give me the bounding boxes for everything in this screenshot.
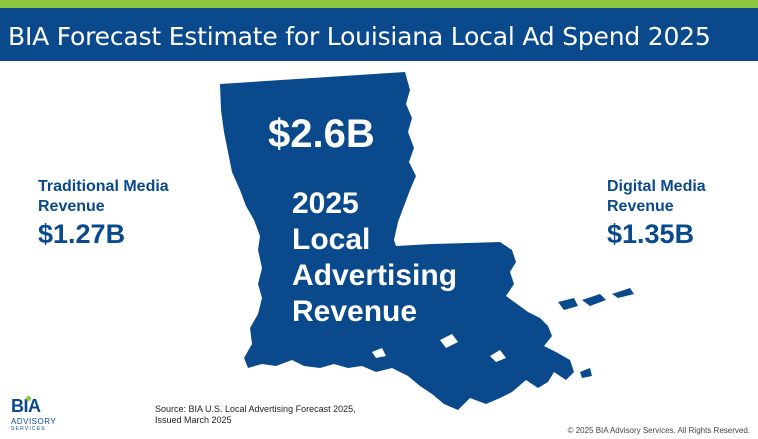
- coast-island-4: [520, 322, 534, 334]
- traditional-media-label: Traditional Media Revenue: [38, 177, 169, 217]
- coast-island-3: [612, 288, 634, 298]
- map-caption-line: Advertising: [292, 259, 458, 292]
- delta-island-2: [452, 352, 468, 368]
- logo-dot-icon: [26, 396, 31, 401]
- traditional-label-line: Revenue: [38, 198, 105, 215]
- digital-media-label: Digital Media Revenue: [607, 177, 706, 217]
- inland-lake-2: [490, 350, 506, 362]
- page-title: BIA Forecast Estimate for Louisiana Loca…: [8, 22, 711, 51]
- total-revenue-value: $2.6B: [268, 112, 375, 156]
- inland-lake-3: [372, 348, 386, 358]
- title-bar: BIA Forecast Estimate for Louisiana Loca…: [0, 8, 758, 61]
- top-accent-stripe: [0, 0, 758, 8]
- delta-island-1: [398, 330, 418, 348]
- digital-media-block: Digital Media Revenue $1.35B: [607, 177, 706, 249]
- inland-lake-1: [440, 334, 458, 348]
- digital-label-line: Digital Media: [607, 178, 706, 195]
- copyright-notice: © 2025 BIA Advisory Services. All Rights…: [567, 426, 750, 435]
- digital-label-line: Revenue: [607, 198, 674, 215]
- source-line: Source: BIA U.S. Local Advertising Forec…: [155, 404, 356, 414]
- map-caption-line: Revenue: [292, 295, 418, 328]
- map-caption-line: 2025: [292, 187, 359, 220]
- source-note: Source: BIA U.S. Local Advertising Forec…: [155, 404, 356, 426]
- map-caption-line: Local: [292, 223, 371, 256]
- logo-advisory: ADVISORY: [11, 417, 57, 426]
- traditional-label-line: Traditional Media: [38, 178, 169, 195]
- logo-mark: BIA: [11, 396, 41, 416]
- logo-services: SERVICES: [11, 426, 46, 432]
- map-caption: 2025 Local Advertising Revenue: [292, 186, 492, 330]
- coast-island-1: [558, 298, 578, 310]
- source-line: Issued March 2025: [155, 415, 232, 425]
- bia-logo: BIA ADVISORY SERVICES: [9, 396, 59, 436]
- louisiana-mainland: [220, 72, 574, 410]
- traditional-media-block: Traditional Media Revenue $1.27B: [38, 177, 169, 249]
- coast-island-2: [582, 294, 606, 306]
- traditional-media-value: $1.27B: [38, 219, 126, 249]
- coast-island-5: [580, 368, 592, 378]
- digital-media-value: $1.35B: [607, 219, 695, 249]
